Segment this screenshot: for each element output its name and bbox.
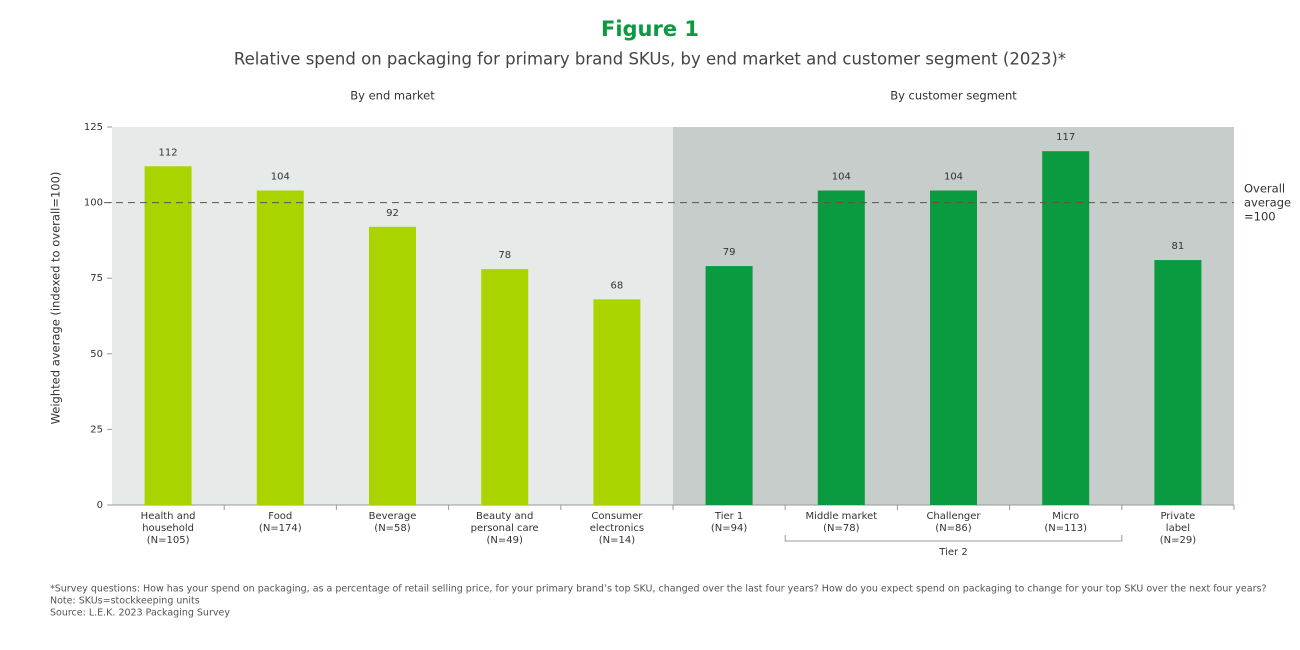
y-axis-label: Weighted average (indexed to overall=100… — [49, 172, 63, 425]
y-tick-label: 75 — [90, 273, 103, 284]
x-tick-label-line: Challenger — [926, 511, 981, 522]
x-tick-label-line: Middle market — [805, 511, 877, 522]
footnote: *Survey questions: How has your spend on… — [50, 584, 1267, 595]
bar — [593, 299, 641, 505]
x-tick-label-line: (N=14) — [599, 535, 635, 546]
x-tick-label: Beverage (N=58) — [369, 511, 417, 534]
x-tick-label-line: (N=174) — [259, 523, 302, 534]
x-tick-label-line: (N=105) — [147, 535, 190, 546]
value-label: 81 — [1172, 241, 1185, 252]
x-tick-label: Food (N=174) — [259, 511, 302, 534]
x-tick-label-line: (N=78) — [823, 523, 859, 534]
value-label: 112 — [159, 147, 178, 158]
y-tick-label: 25 — [90, 424, 103, 435]
y-tick-label: 50 — [90, 349, 103, 360]
x-tick-label-line: (N=29) — [1160, 535, 1196, 546]
bar — [930, 190, 977, 505]
bar — [1154, 260, 1202, 505]
value-label: 104 — [271, 172, 290, 183]
bar — [705, 266, 753, 505]
value-label: 79 — [723, 247, 736, 258]
x-tick-label-line: (N=58) — [374, 523, 410, 534]
chart-subtitle: Relative spend on packaging for primary … — [234, 50, 1066, 69]
x-tick-label-line: personal care — [471, 523, 539, 534]
x-tick-label-line: Tier 1 — [714, 511, 743, 522]
reference-label-line: average — [1244, 195, 1291, 209]
x-tick-label-line: electronics — [590, 523, 644, 534]
x-tick-label-line: Beauty and — [476, 511, 533, 522]
x-tick-label-line: Beverage — [369, 511, 417, 522]
value-label: 104 — [944, 172, 963, 183]
x-tick-label: Private label (N=29) — [1160, 511, 1196, 546]
x-tick-label-line: household — [142, 523, 194, 534]
bar — [144, 166, 192, 505]
group-bracket — [784, 535, 1123, 542]
y-tick-label: 0 — [97, 500, 103, 511]
value-label: 104 — [832, 172, 851, 183]
x-tick-label: Tier 1 (N=94) — [711, 511, 747, 534]
x-tick-label: Challenger (N=86) — [926, 511, 981, 534]
x-tick-label: Beauty and personal care (N=49) — [471, 511, 539, 546]
footnote: Source: L.E.K. 2023 Packaging Survey — [50, 608, 230, 619]
x-tick-label-line: Health and — [141, 511, 196, 522]
x-tick-label: Health and household (N=105) — [141, 511, 196, 546]
bar — [817, 190, 865, 505]
x-tick-label-line: Food — [268, 511, 292, 522]
bar — [256, 190, 304, 505]
x-tick-label: Micro (N=113) — [1044, 511, 1087, 534]
x-tick-label-line: (N=113) — [1044, 523, 1087, 534]
x-tick-label-line: (N=94) — [711, 523, 747, 534]
bar — [369, 226, 416, 506]
value-label: 92 — [386, 208, 399, 219]
bar — [481, 269, 529, 505]
value-label: 117 — [1056, 132, 1075, 143]
panel-label: By end market — [350, 89, 435, 103]
x-tick-label-line: Micro — [1052, 511, 1079, 522]
reference-label-line: =100 — [1244, 209, 1276, 223]
value-label: 68 — [611, 280, 624, 291]
reference-label-line: Overall — [1244, 181, 1285, 195]
x-tick-label-line: label — [1166, 523, 1190, 534]
x-tick-label-line: Consumer — [591, 511, 643, 522]
chart-title: Figure 1 — [601, 17, 699, 41]
y-tick-label: 125 — [84, 122, 103, 133]
x-tick-label-line: (N=86) — [935, 523, 971, 534]
value-label: 78 — [498, 250, 511, 261]
footnote: Note: SKUs=stockkeeping units — [50, 596, 200, 607]
x-tick-label: Consumer electronics (N=14) — [590, 511, 644, 546]
x-tick-label: Middle market (N=78) — [805, 511, 877, 534]
x-tick-label-line: (N=49) — [487, 535, 523, 546]
group-label: Tier 2 — [938, 547, 967, 558]
panel-label: By customer segment — [890, 89, 1017, 103]
y-tick-label: 100 — [84, 198, 103, 209]
x-tick-label-line: Private — [1160, 511, 1195, 522]
bar — [1042, 151, 1090, 505]
reference-label: Overall average =100 — [1244, 181, 1291, 223]
